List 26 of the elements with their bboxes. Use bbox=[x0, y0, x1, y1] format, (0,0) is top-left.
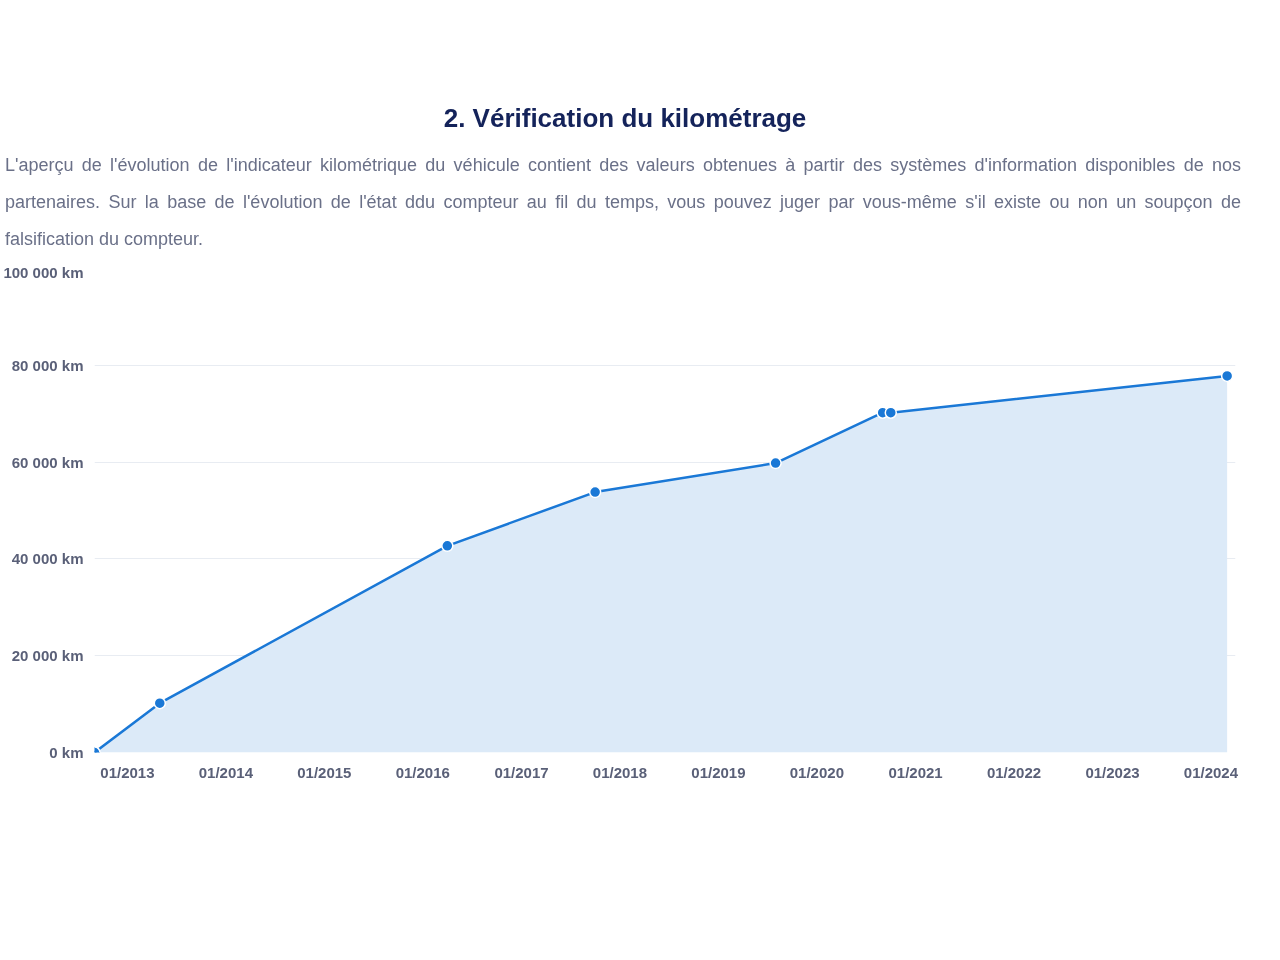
point bbox=[153, 697, 167, 710]
chart-title: 2. Vérification du kilométrage bbox=[443, 102, 807, 135]
point bbox=[588, 486, 602, 499]
x-tick-label: 01/2022 bbox=[986, 763, 1042, 781]
x-tick-label: 01/2013 bbox=[100, 763, 155, 781]
x-tick-label: 01/2021 bbox=[888, 763, 943, 781]
x-tick-label: 01/2016 bbox=[395, 763, 450, 781]
y-tick-label: 40 000 km bbox=[11, 550, 84, 568]
x-tick-label: 01/2014 bbox=[198, 763, 254, 781]
x-tick-label: 01/2024 bbox=[1183, 763, 1239, 781]
x-tick-label: 01/2019 bbox=[691, 763, 746, 781]
point bbox=[1220, 369, 1234, 383]
point bbox=[441, 539, 454, 553]
y-tick-label: 100 000 km bbox=[3, 263, 84, 281]
x-tick-label: 01/2018 bbox=[592, 763, 648, 781]
y-tick-label: 80 000 km bbox=[11, 356, 84, 374]
point bbox=[769, 456, 782, 470]
x-tick-label: 01/2023 bbox=[1085, 763, 1140, 781]
x-tick-label: 01/2020 bbox=[789, 763, 844, 781]
y-tick-label: 20 000 km bbox=[11, 647, 84, 665]
chart-subtitle: L'aperçu de l'évolution de l'indicateur kilométrique du véhicule contient des valeurs obtenues à partir des systèmes d'information disponibles de nos partenaires. Sur la base de l'évolution de l'état ddu compteur au fil du temps, vous pouvez juger par vous-même s'il existe ou non un soupçon de falsification du compteur. bbox=[5, 154, 1241, 252]
x-tick-label: 01/2015 bbox=[297, 763, 352, 781]
x-tick-label: 01/2017 bbox=[494, 763, 549, 781]
y-tick-label: 60 000 km bbox=[11, 453, 84, 471]
point bbox=[884, 406, 898, 420]
y-tick-label: 0 km bbox=[49, 744, 84, 762]
